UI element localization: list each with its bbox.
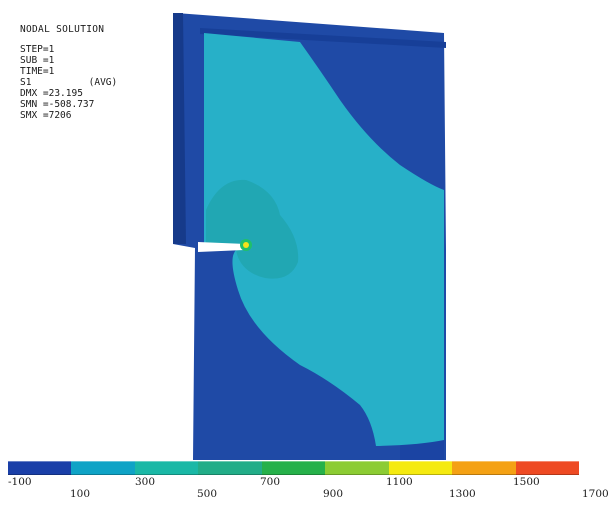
info-dmx: DMX =23.195 [20, 88, 83, 99]
legend-tick: 300 [135, 476, 156, 488]
legend-band [198, 461, 262, 475]
legend-band [325, 461, 389, 475]
top-flange [200, 28, 446, 48]
stress-field-main [204, 33, 444, 446]
crack-notch [198, 242, 246, 252]
legend-tick: 1700 [582, 488, 609, 500]
solution-title: NODAL SOLUTION [20, 24, 105, 35]
legend-tick: 1300 [449, 488, 476, 500]
plate-left-edge [173, 13, 186, 244]
legend-band [515, 461, 579, 475]
info-smn: SMN =-508.737 [20, 99, 95, 110]
info-time: TIME=1 [20, 66, 55, 77]
info-sub: SUB =1 [20, 55, 55, 66]
legend-tick: 900 [323, 488, 344, 500]
legend-band [388, 461, 453, 475]
info-s1: S1 (AVG) [20, 77, 118, 88]
legend-band [261, 461, 326, 475]
info-step: STEP=1 [20, 44, 55, 55]
stress-hotspot-inner [243, 242, 249, 248]
legend-tick: -100 [8, 476, 32, 488]
legend-tick: 1100 [386, 476, 413, 488]
legend-band [134, 461, 199, 475]
fe-model-contour[interactable] [0, 0, 616, 460]
legend-band [71, 461, 135, 475]
solution-info-panel: NODAL SOLUTION STEP=1 SUB =1 TIME=1 S1 (… [20, 24, 117, 121]
legend-band [452, 461, 516, 475]
legend-tick: 100 [70, 488, 91, 500]
stress-field-core [206, 179, 299, 279]
legend-tick: 500 [197, 488, 218, 500]
contour-legend-bar [8, 461, 579, 475]
info-smx: SMX =7206 [20, 110, 72, 121]
legend-tick: 700 [260, 476, 281, 488]
legend-tick: 1500 [513, 476, 540, 488]
legend-band [8, 461, 72, 475]
